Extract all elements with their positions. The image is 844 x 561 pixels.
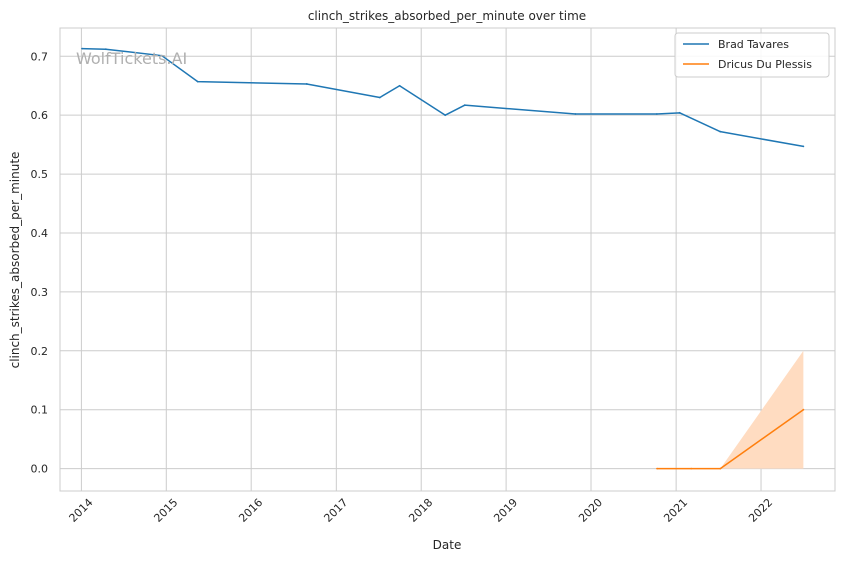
data-point-dricus-du-plessis (656, 467, 658, 470)
data-point-brad-tavares (81, 47, 83, 50)
y-axis-title: clinch_strikes_absorbed_per_minute (8, 152, 22, 369)
legend-label-dricus-du-plessis: Dricus Du Plessis (718, 58, 812, 71)
confidence-band-dricus-du-plessis (657, 350, 804, 469)
data-point-brad-tavares (719, 130, 722, 133)
legend-label-brad-tavares: Brad Tavares (718, 38, 789, 51)
data-point-brad-tavares (104, 48, 107, 51)
data-point-brad-tavares (802, 145, 805, 148)
y-tick-label: 0.2 (31, 345, 49, 358)
series-lines (81, 47, 805, 470)
watermark: WolfTickets.AI (76, 49, 187, 68)
data-point-dricus-du-plessis (690, 467, 693, 470)
data-point-brad-tavares (305, 83, 308, 85)
data-point-dricus-du-plessis (719, 467, 722, 470)
data-point-brad-tavares (196, 80, 199, 83)
series-line-dricus-du-plessis (657, 409, 804, 470)
data-point-brad-tavares (463, 104, 466, 107)
data-point-brad-tavares (444, 114, 447, 117)
legend: Brad Tavares Dricus Du Plessis (674, 32, 830, 78)
data-point-brad-tavares (398, 84, 401, 87)
legend-box (674, 32, 830, 78)
y-tick-label: 0.5 (31, 168, 49, 181)
y-tick-label: 0.7 (31, 50, 49, 63)
data-point-brad-tavares (655, 113, 658, 115)
data-point-brad-tavares (574, 113, 577, 115)
series-line-brad-tavares (82, 47, 804, 148)
chart-title: clinch_strikes_absorbed_per_minute over … (308, 9, 586, 23)
y-tick-label: 0.4 (31, 227, 49, 240)
y-tick-label: 0.0 (31, 463, 49, 476)
data-point-brad-tavares (378, 96, 381, 99)
grid (60, 28, 835, 491)
data-point-dricus-du-plessis (802, 408, 805, 411)
y-tick-label: 0.1 (31, 404, 49, 417)
data-point-brad-tavares (678, 111, 681, 114)
y-tick-label: 0.3 (31, 286, 49, 299)
y-tick-label: 0.6 (31, 109, 49, 122)
confidence-bands (657, 350, 804, 469)
data-point-brad-tavares (160, 54, 163, 57)
x-axis-title: Date (433, 538, 462, 552)
y-axis-ticks: 0.0 0.1 0.2 0.3 0.4 0.5 0.6 0.7 (31, 50, 49, 475)
plot-frame (59, 27, 836, 492)
